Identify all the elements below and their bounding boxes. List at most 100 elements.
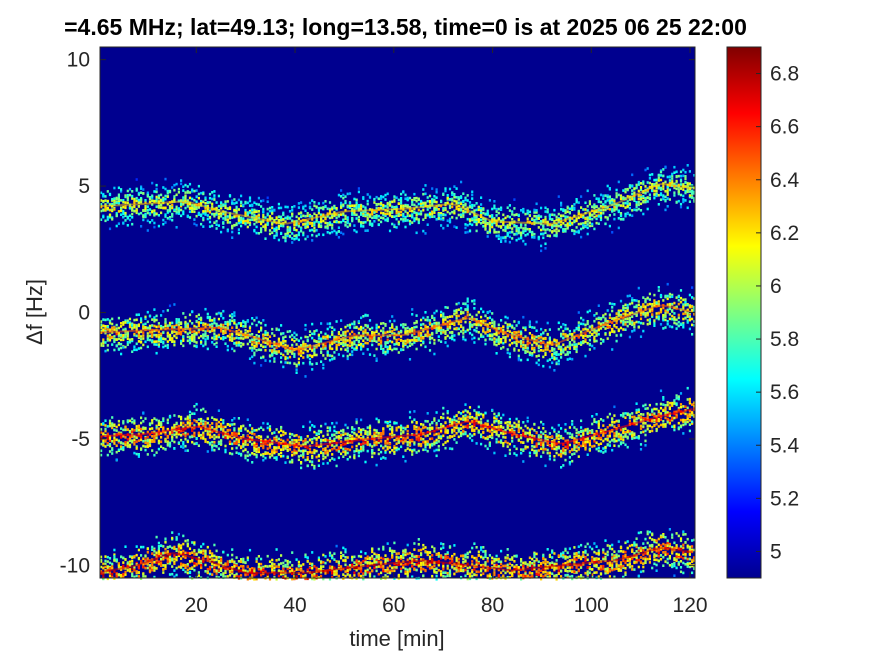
band-pixel — [420, 202, 423, 206]
band-pixel — [211, 336, 214, 340]
band-pixel — [251, 208, 254, 212]
band-pixel — [688, 327, 691, 331]
band-pixel — [577, 326, 580, 330]
band-pixel — [511, 335, 514, 339]
band-pixel — [580, 195, 583, 198]
band-pixel — [566, 224, 569, 227]
band-pixel — [606, 309, 609, 312]
band-pixel — [280, 224, 283, 228]
band-pixel — [671, 180, 674, 183]
band-pixel — [322, 343, 325, 346]
band-pixel — [455, 196, 458, 199]
band-pixel — [208, 211, 212, 214]
band-pixel — [100, 203, 103, 206]
band-pixel — [657, 312, 660, 315]
band-pixel — [635, 299, 638, 302]
band-pixel — [120, 445, 123, 448]
band-pixel — [313, 223, 316, 227]
band-pixel — [137, 453, 140, 457]
band-pixel — [431, 187, 434, 190]
band-pixel — [266, 333, 269, 337]
band-pixel — [104, 327, 107, 330]
band-pixel — [562, 343, 565, 346]
band-pixel — [493, 200, 496, 203]
band-pixel — [606, 194, 609, 197]
band-pixel — [535, 335, 538, 339]
band-pixel — [544, 215, 547, 219]
band-pixel — [635, 186, 638, 190]
band-pixel — [111, 426, 114, 430]
band-pixel — [155, 343, 158, 346]
band-pixel — [324, 347, 327, 350]
band-pixel — [515, 344, 518, 347]
band-pixel — [422, 192, 425, 196]
band-pixel — [677, 188, 680, 192]
band-pixel — [493, 217, 496, 220]
band-pixel — [500, 225, 503, 228]
band-pixel — [353, 322, 356, 326]
band-pixel — [340, 334, 343, 337]
band-pixel — [175, 332, 178, 336]
band-pixel — [597, 333, 600, 336]
band-pixel — [140, 346, 143, 350]
band-pixel — [320, 340, 323, 343]
band-pixel — [191, 210, 194, 213]
band-pixel — [599, 193, 603, 197]
band-pixel — [431, 316, 434, 319]
band-pixel — [377, 202, 380, 206]
band-pixel — [200, 341, 203, 344]
band-pixel — [164, 324, 167, 328]
band-pixel — [482, 221, 485, 224]
band-pixel — [686, 189, 689, 192]
band-pixel — [271, 351, 274, 354]
band-pixel — [208, 225, 212, 228]
band-pixel — [520, 330, 523, 334]
band-pixel — [122, 205, 125, 209]
band-pixel — [277, 337, 280, 341]
band-pixel — [679, 187, 683, 190]
band-pixel — [500, 238, 503, 242]
band-pixel — [515, 213, 518, 216]
band-pixel — [160, 203, 163, 207]
band-pixel — [553, 224, 556, 227]
band-pixel — [171, 218, 174, 222]
band-pixel — [571, 204, 574, 208]
band-pixel — [235, 209, 238, 213]
band-pixel — [260, 348, 263, 352]
band-pixel — [548, 336, 551, 340]
band-pixel — [124, 425, 127, 429]
band-pixel — [171, 213, 174, 216]
band-pixel — [195, 331, 198, 335]
band-pixel — [246, 320, 249, 323]
band-pixel — [182, 339, 185, 342]
band-pixel — [684, 301, 687, 304]
band-pixel — [100, 436, 103, 439]
band-pixel — [440, 328, 443, 332]
band-pixel — [164, 194, 167, 198]
band-pixel — [151, 203, 154, 206]
band-pixel — [631, 209, 634, 212]
band-pixel — [686, 183, 689, 186]
band-pixel — [633, 187, 636, 190]
band-pixel — [262, 199, 265, 202]
band-pixel — [682, 298, 685, 302]
band-pixel — [639, 308, 643, 311]
band-pixel — [257, 335, 260, 338]
band-pixel — [506, 323, 509, 326]
band-pixel — [679, 323, 683, 326]
band-pixel — [322, 346, 325, 349]
band-pixel — [533, 220, 536, 224]
band-pixel — [446, 194, 449, 197]
band-pixel — [462, 332, 465, 335]
band-pixel — [608, 200, 611, 203]
band-pixel — [671, 295, 674, 298]
band-pixel — [335, 231, 338, 234]
band-pixel — [666, 185, 669, 189]
band-pixel — [333, 357, 336, 360]
band-pixel — [599, 209, 603, 212]
band-pixel — [442, 207, 445, 210]
band-pixel — [124, 441, 127, 444]
band-pixel — [402, 218, 405, 221]
band-pixel — [646, 311, 649, 315]
band-pixel — [284, 232, 287, 236]
